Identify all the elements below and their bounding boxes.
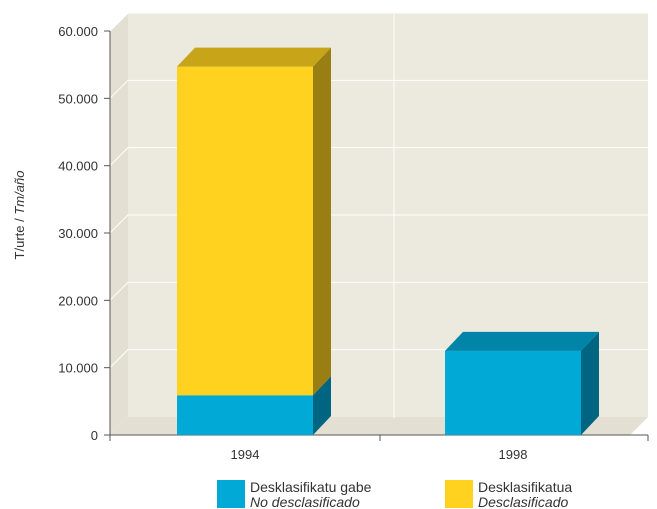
bar-side-1994-1 xyxy=(313,47,331,396)
legend-label-desklasifikatua: Desklasifikatua xyxy=(478,479,572,495)
gridline-6 xyxy=(109,12,648,32)
legend-label-no-desclasificado: No desclasificado xyxy=(250,494,360,509)
y-tick-label-4: 40.000 xyxy=(58,159,98,174)
legend-swatch-no-desclasificado xyxy=(217,480,245,508)
bar-top-1998 xyxy=(445,331,599,351)
x-tick-label-1998: 1998 xyxy=(499,447,528,462)
gridline-5 xyxy=(109,79,648,99)
bar-1994-1 xyxy=(177,66,313,396)
bar-top-1994 xyxy=(177,47,331,67)
x-tick-label-1994: 1994 xyxy=(231,447,260,462)
y-tick-label-6: 60.000 xyxy=(58,24,98,39)
bar-side-1998-0 xyxy=(581,331,599,435)
legend-label-desclasificado: Desclasificado xyxy=(478,494,568,509)
gridline-4 xyxy=(109,147,648,167)
y-tick-label-2: 20.000 xyxy=(58,293,98,308)
y-axis-title: T/urte / Tm/año xyxy=(12,171,27,260)
gridlines xyxy=(109,12,648,418)
legend-swatch-desclasificado xyxy=(445,480,473,508)
y-tick-label-1: 10.000 xyxy=(58,361,98,376)
y-tick-label-3: 30.000 xyxy=(58,226,98,241)
y-tick-label-5: 50.000 xyxy=(58,91,98,106)
legend-label-desklasifikatu-gabe: Desklasifikatu gabe xyxy=(250,479,372,495)
gridline-2 xyxy=(109,281,648,301)
gridline-3 xyxy=(109,214,648,234)
bars xyxy=(177,47,599,435)
tick-labels: 0 10.000 20.000 30.000 40.000 50.000 60.000 199… xyxy=(58,24,527,462)
y-tick-label-0: 0 xyxy=(91,428,98,443)
legend: Desklasifikatu gabe No desclasificado De… xyxy=(217,479,572,509)
bar-1998-0 xyxy=(445,350,581,435)
bar-1994-0 xyxy=(177,395,313,435)
bar-side-1994-0 xyxy=(313,376,331,435)
